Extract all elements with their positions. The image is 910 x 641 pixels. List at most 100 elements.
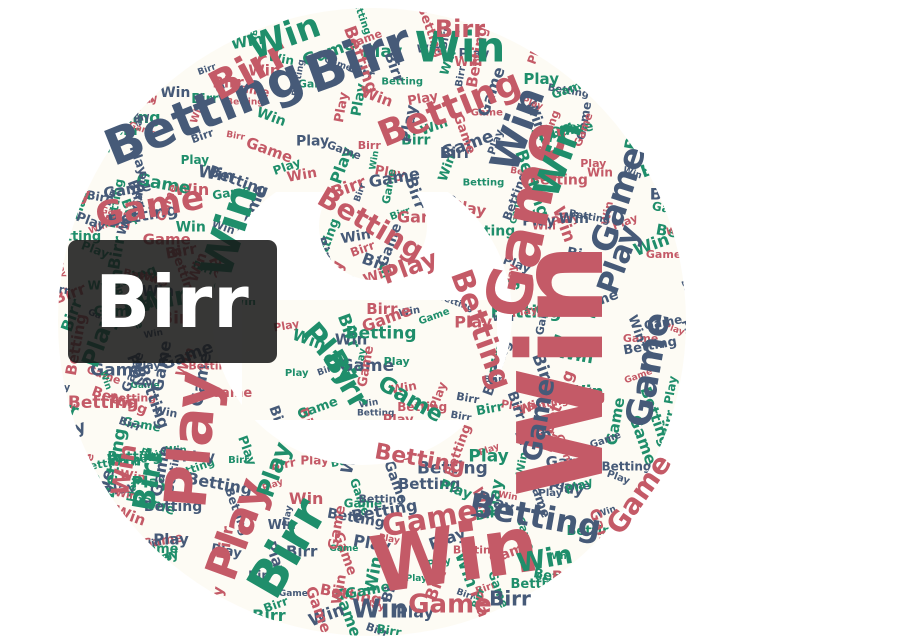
cloud-filler-word: Play — [141, 588, 180, 607]
cloud-filler-word: Play — [500, 397, 528, 414]
cloud-filler-word: Play — [427, 555, 453, 570]
cloud-filler-word: Win — [567, 383, 604, 403]
cloud-filler-word: Betting — [433, 232, 479, 245]
cloud-filler-word: Betting — [68, 393, 139, 413]
cloud-filler-word: Win — [230, 30, 265, 53]
cloud-filler-word: Play — [396, 602, 435, 621]
cloud-filler-word: Game — [90, 360, 145, 380]
cloud-filler-word: Win — [335, 331, 367, 349]
cloud-filler-word: Play — [181, 153, 210, 167]
cloud-filler-word: Play — [52, 401, 76, 412]
cloud-filler-word: Betting — [108, 450, 162, 465]
cloud-filler-word: Win — [337, 275, 363, 289]
cloud-filler-word: Play — [285, 368, 309, 379]
cloud-filler-word: Game — [20, 219, 67, 243]
cloud-filler-word: Game — [339, 356, 394, 376]
cloud-word: Win — [492, 243, 630, 498]
cloud-word: Birr — [435, 15, 485, 43]
cloud-filler-word: Win — [482, 8, 517, 27]
cloud-filler-word: Birr — [426, 3, 447, 14]
cloud-filler-word: Play — [24, 607, 59, 629]
cloud-filler-word: Birr — [212, 73, 244, 91]
cloud-filler-word: Play — [522, 214, 555, 230]
cloud-filler-word: Play — [20, 190, 58, 214]
cloud-filler-word: Win — [513, 451, 530, 477]
cloud-filler-word: Play — [360, 598, 386, 613]
cloud-filler-word: Birr — [484, 375, 503, 385]
cloud-filler-word: Win — [398, 305, 421, 320]
cloud-filler-word: Birr — [585, 386, 598, 407]
cloud-filler-word: Birr — [628, 67, 663, 90]
cloud-filler-word: Win — [100, 101, 122, 112]
cloud-filler-word: Birr — [454, 65, 468, 88]
cloud-filler-word: Birr — [422, 247, 454, 265]
cloud-filler-word: Play — [153, 531, 189, 549]
cloud-filler-word: Game — [643, 312, 683, 332]
cloud-filler-word: Game — [403, 293, 432, 303]
cloud-filler-word: Birr — [659, 409, 679, 439]
cloud-filler-word: Play — [406, 89, 439, 109]
cloud-filler-word: Betting — [110, 392, 156, 405]
badge-label: Birr — [95, 259, 250, 344]
cloud-filler-word: Play — [384, 355, 410, 368]
cloud-filler-word: Play — [332, 90, 352, 123]
cloud-filler-word: Play — [511, 303, 539, 320]
cloud-filler-word: Win — [532, 219, 556, 232]
cloud-filler-word: Play — [547, 476, 585, 500]
cloud-filler-word: Betting — [226, 97, 264, 107]
cloud-filler-word: Birr — [95, 120, 118, 155]
cloud-filler-word: Win — [644, 605, 670, 619]
cloud-filler-word: Birr — [30, 469, 60, 489]
cloud-filler-word: Betting — [97, 4, 160, 22]
cloud-filler-word: Win — [175, 180, 210, 199]
cloud-filler-word: Play — [125, 477, 140, 503]
cloud-filler-word: Birr — [44, 520, 68, 533]
cloud-filler-word: Betting — [453, 544, 499, 557]
cloud-word: Game — [408, 590, 492, 620]
cloud-filler-word: Betting — [511, 577, 565, 592]
cloud-filler-word: Play — [102, 479, 137, 501]
cloud-filler-word: Game — [344, 579, 391, 603]
cloud-filler-word: Game — [623, 332, 658, 345]
cloud-filler-word: Betting — [144, 499, 202, 515]
cloud-filler-word: Win — [547, 552, 566, 562]
cloud-filler-word: Win — [340, 226, 373, 247]
cloud-filler-word: Play — [324, 275, 350, 288]
cloud-filler-word: Birr — [137, 60, 160, 74]
cloud-filler-word: Play — [502, 263, 519, 291]
cloud-filler-word: Birr — [38, 490, 63, 504]
cloud-filler-word: Birr — [569, 124, 588, 134]
cloud-filler-word: Win — [176, 219, 206, 235]
cloud-filler-word: Betting — [94, 108, 161, 127]
cloud-filler-word: Game — [555, 480, 590, 493]
cloud-filler-word: Birr — [114, 124, 139, 138]
cloud-filler-word: Win — [80, 71, 102, 82]
cloud-filler-word: Win — [390, 378, 418, 396]
cloud-filler-word: Play — [550, 210, 581, 229]
cloud-filler-word: Birr — [565, 245, 597, 266]
cloud-filler-word: Win — [587, 165, 613, 179]
cloud-filler-word: Play — [378, 533, 401, 547]
cloud-filler-word: Birr — [440, 144, 472, 162]
cloud-filler-word: Game — [37, 17, 92, 37]
cloud-filler-word: Betting — [567, 524, 621, 539]
cloud-filler-word: Birr — [92, 124, 115, 138]
cloud-filler-word: Play — [449, 196, 487, 220]
cloud-filler-word: Birr — [366, 300, 398, 318]
cloud-filler-word: Game — [548, 118, 595, 142]
cloud-filler-word: Play — [574, 25, 610, 43]
cloud-filler-word: Game — [230, 79, 270, 99]
cloud-filler-word: Game — [325, 504, 349, 551]
cloud-filler-word: Play — [354, 347, 369, 373]
cloud-filler-word: Betting — [661, 537, 699, 547]
cloud-filler-word: Play — [523, 70, 559, 88]
cloud-filler-word: Win — [165, 445, 187, 456]
cloud-filler-word: Win — [432, 242, 453, 255]
cloud-filler-word: Win — [80, 562, 103, 577]
cloud-filler-word: Play — [454, 312, 493, 331]
cloud-filler-word: Play — [362, 42, 402, 62]
cloud-filler-word: Birr — [552, 568, 584, 586]
cloud-filler-word: Betting — [530, 172, 588, 188]
cloud-filler-word: Birr — [85, 188, 112, 206]
